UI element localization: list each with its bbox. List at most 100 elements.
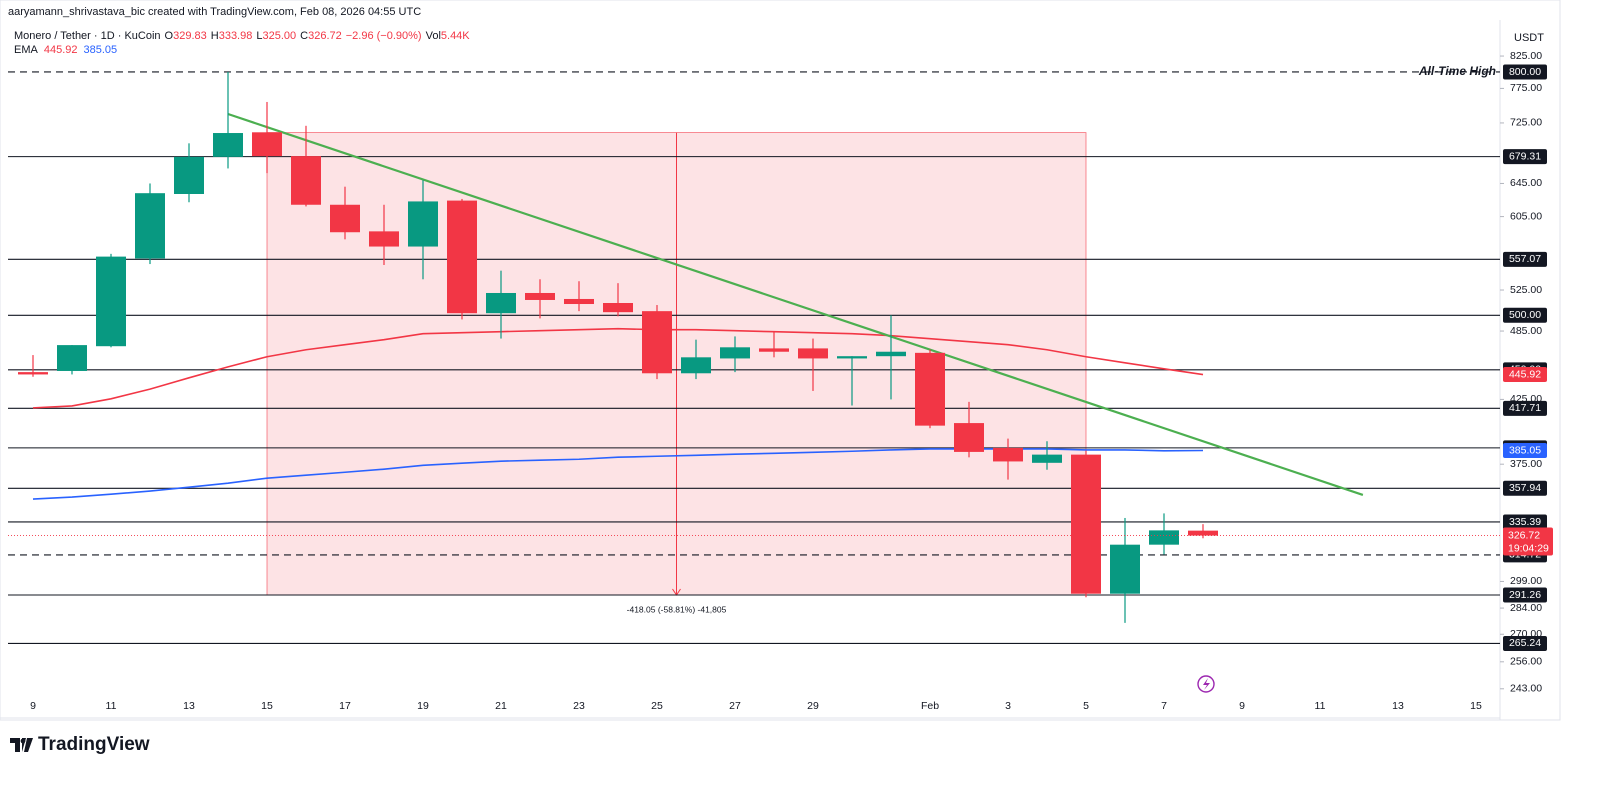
y-tick-label: 256.00 — [1510, 656, 1542, 668]
candle-body — [213, 133, 243, 157]
legend-key: Vol — [426, 30, 441, 42]
x-tick-label: 7 — [1161, 700, 1167, 712]
ema-label: 445.92 — [1509, 368, 1541, 380]
ema-legend-value: 385.05 — [84, 44, 118, 56]
candle-body — [408, 201, 438, 247]
y-tick-label: 825.00 — [1510, 50, 1542, 62]
legend-value: 326.72 — [308, 30, 342, 42]
level-label: 800.00 — [1509, 66, 1541, 78]
level-label: 357.94 — [1509, 482, 1541, 494]
candle-body — [96, 256, 126, 347]
candle-body — [993, 447, 1023, 462]
legend-value: 329.83 — [173, 30, 207, 42]
y-tick-label: 284.00 — [1510, 602, 1542, 614]
x-tick-label: 13 — [183, 700, 195, 712]
level-label-box — [1503, 587, 1547, 603]
level-label: 265.24 — [1509, 637, 1541, 649]
level-label-box — [1503, 307, 1547, 323]
measure-label: -418.05 (-58.81%) -41,805 — [627, 604, 727, 614]
y-tick-label: 485.00 — [1510, 325, 1542, 337]
candle-body — [603, 302, 633, 313]
candle-body — [798, 348, 828, 359]
ema-line — [32, 327, 1204, 409]
y-tick-label: 645.00 — [1510, 177, 1542, 189]
x-tick-label: 19 — [417, 700, 429, 712]
x-tick-label: 15 — [261, 700, 273, 712]
candle-body — [369, 231, 399, 247]
ema-label-box — [1503, 367, 1547, 383]
legend-value: 333.98 — [219, 30, 253, 42]
indicator-name: EMA — [14, 44, 39, 56]
x-tick-label: 3 — [1005, 700, 1011, 712]
level-label: 500.00 — [1509, 309, 1541, 321]
plot-area: -418.05 (-58.81%) -41,805 All-Time High — [8, 64, 1500, 645]
legend-key: C — [300, 30, 308, 42]
x-tick-label: 23 — [573, 700, 585, 712]
level-label: 335.39 — [1509, 516, 1541, 528]
ema-label-box — [1503, 443, 1547, 459]
candle-body — [57, 345, 87, 371]
candle-body — [720, 347, 750, 359]
candle-body — [954, 423, 984, 452]
y-tick-label: 605.00 — [1510, 210, 1542, 222]
legend-value: −2.96 (−0.90%) — [346, 30, 422, 42]
x-tick-label: 13 — [1392, 700, 1404, 712]
candle-body — [18, 372, 48, 375]
symbol-legend: Monero / Tether · 1D · KuCoin O329.83 H333… — [14, 30, 470, 42]
x-tick-label: 17 — [339, 700, 351, 712]
level-annotation: All-Time High — [1418, 64, 1496, 78]
level-label: 417.71 — [1509, 402, 1541, 414]
x-tick-label: 25 — [651, 700, 663, 712]
candle-body — [486, 292, 516, 314]
level-label-box — [1503, 64, 1547, 80]
x-tick-label: 21 — [495, 700, 507, 712]
legend-key: L — [256, 30, 262, 42]
currency: USDT — [1514, 32, 1544, 44]
x-tick-label: 9 — [30, 700, 36, 712]
candle-body — [642, 311, 672, 374]
x-tick-label: 11 — [106, 700, 117, 712]
legend-value: 5.44K — [441, 30, 470, 42]
candle-body — [447, 200, 477, 314]
brand-name: TradingView — [38, 734, 150, 755]
level-label-box — [1503, 514, 1547, 530]
candle-body — [252, 132, 282, 157]
level-label-box — [1503, 400, 1547, 416]
candle-body — [1071, 454, 1101, 594]
legend-key: O — [165, 30, 174, 42]
lightning-icon — [1197, 675, 1215, 693]
candle-body — [330, 204, 360, 233]
level-label-box — [1503, 149, 1547, 165]
candle-body — [564, 298, 594, 305]
x-tick-label: 29 — [807, 700, 819, 712]
trendline — [227, 112, 1364, 496]
level-label: 557.07 — [1509, 253, 1541, 265]
candle-body — [525, 292, 555, 300]
x-tick-label: 9 — [1239, 700, 1245, 712]
candle-body — [1188, 530, 1218, 536]
y-tick-label: 725.00 — [1510, 117, 1542, 129]
level-label: 679.31 — [1509, 150, 1541, 162]
candle-body — [135, 193, 165, 259]
candle-body — [759, 348, 789, 352]
ema-legend: EMA 445.92 385.05 — [14, 44, 117, 56]
legend-value: 325.00 — [262, 30, 296, 42]
price-label-box — [1503, 527, 1553, 556]
chart-frame — [0, 0, 1561, 721]
y-tick-label: 243.00 — [1510, 683, 1542, 695]
attribution: aaryamann_shrivastava_bic created with T… — [8, 6, 421, 18]
candle-body — [837, 356, 867, 359]
y-tick-label: 525.00 — [1510, 284, 1542, 296]
level-label-box — [1503, 480, 1547, 496]
symbol: Monero / Tether · 1D · KuCoin — [14, 30, 161, 42]
x-tick-label: 15 — [1470, 700, 1482, 712]
candle-body — [174, 156, 204, 195]
candle-body — [1149, 530, 1179, 545]
candle-body — [915, 352, 945, 426]
y-tick-label: 775.00 — [1510, 82, 1542, 94]
candle-body — [1110, 544, 1140, 594]
ema-label: 385.05 — [1509, 444, 1541, 456]
candle-body — [1032, 454, 1062, 463]
